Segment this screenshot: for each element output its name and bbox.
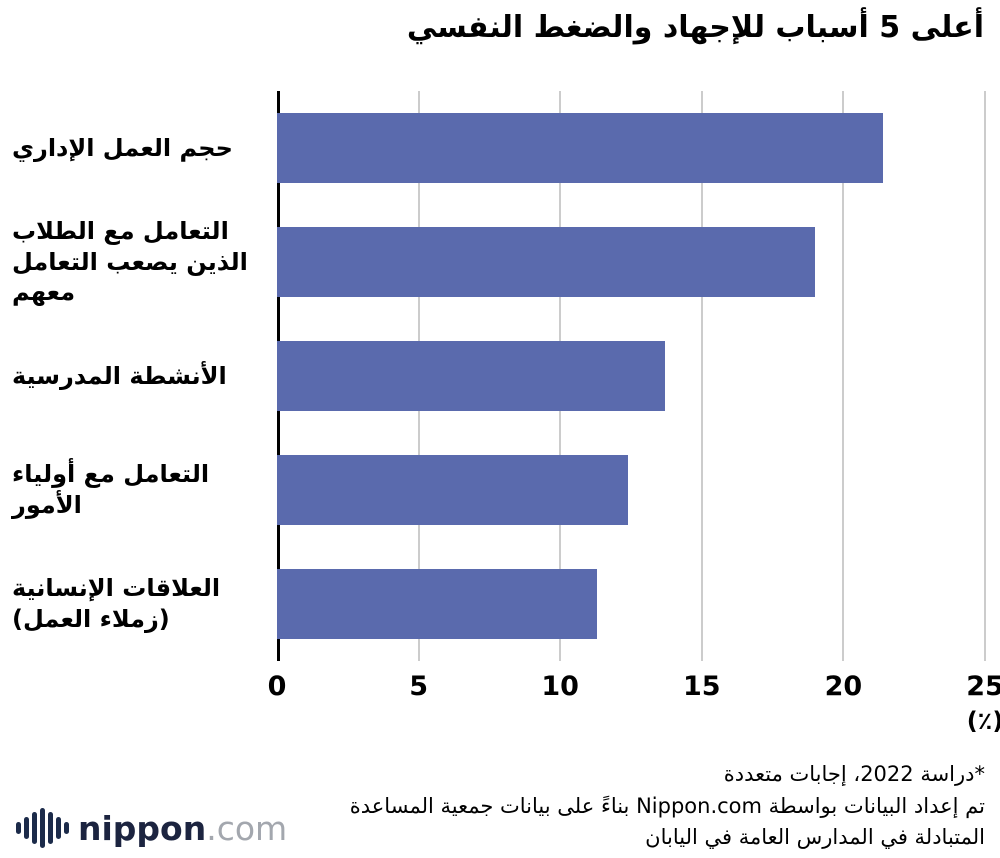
footnote-line: تم إعداد البيانات بواسطة Nippon.com بناء… [349, 793, 985, 818]
x-tick-label: 10 [541, 671, 579, 702]
x-tick-label: 20 [824, 671, 863, 702]
bar-track [277, 455, 985, 525]
bar-row: العلاقات الإنسانية (زملاء العمل) [12, 547, 985, 661]
nippon-logo: nippon.com [16, 808, 287, 848]
bar-row: حجم العمل الإداري [12, 91, 985, 205]
chart-title: أعلى 5 أسباب للإجهاد والضغط النفسي [406, 10, 984, 45]
bar-track [277, 113, 985, 183]
category-label: التعامل مع الطلاب الذين يصعب التعامل معه… [12, 216, 248, 307]
x-axis-area: (٪) 0 5 10 15 20 25 [12, 671, 1000, 743]
footnote-line: المتبادلة في المدارس العامة في اليابان [645, 825, 985, 849]
gridline [842, 91, 845, 661]
x-tick-label: 15 [683, 671, 721, 702]
gridline [984, 91, 986, 661]
logo-text: nippon.com [78, 812, 287, 845]
bar-row: التعامل مع الطلاب الذين يصعب التعامل معه… [12, 205, 985, 319]
gridline [700, 91, 703, 661]
bar [277, 455, 629, 525]
x-tick-label: 0 [267, 671, 287, 702]
logo-name: nippon [78, 808, 207, 848]
bar-rows: حجم العمل الإداري التعامل مع الطلاب الذين… [12, 91, 985, 661]
category-label: التعامل مع أولياء الأمور [12, 460, 210, 519]
bar-chart: حجم العمل الإداري التعامل مع الطلاب الذين… [12, 91, 986, 661]
x-tick-label: 25 [966, 671, 1000, 702]
bar-row: الأنشطة المدرسية [12, 319, 985, 433]
x-axis: (٪) 0 5 10 15 20 25 [268, 671, 1000, 743]
bar-track [277, 341, 985, 411]
category-label: الأنشطة المدرسية [12, 361, 227, 390]
bar [277, 341, 665, 411]
bar-row: التعامل مع أولياء الأمور [12, 433, 985, 547]
bar-track [277, 227, 985, 297]
category-label: العلاقات الإنسانية (زملاء العمل) [12, 574, 221, 633]
footnotes: *دراسة 2022، إجابات متعددة تم إعداد البي… [0, 759, 985, 854]
footnote-line: *دراسة 2022، إجابات متعددة [723, 762, 985, 786]
soundwave-bars-icon [16, 808, 69, 848]
x-tick-label: 5 [409, 671, 428, 702]
category-label: حجم العمل الإداري [12, 133, 233, 162]
logo-suffix: .com [206, 808, 288, 848]
x-axis-unit-label: (٪) [966, 707, 1000, 735]
bar [277, 227, 816, 297]
bar [277, 569, 598, 639]
bar-track [277, 569, 985, 639]
bar [277, 113, 884, 183]
